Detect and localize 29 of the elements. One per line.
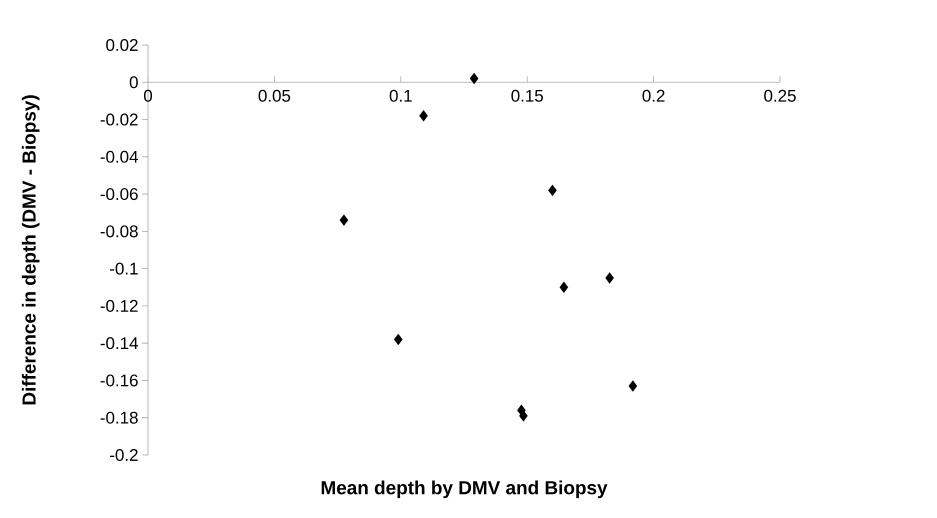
x-tick-label: 0 <box>144 90 152 102</box>
point <box>628 380 638 392</box>
y-tick-label: -0.08 <box>100 225 138 238</box>
y-tick-label: -0.18 <box>100 412 138 424</box>
point <box>394 334 403 346</box>
x-tick-label: 0.1 <box>390 90 412 102</box>
point <box>419 110 428 122</box>
y-axis-title: Difference in depth (DMV - Biopsy) <box>22 95 40 404</box>
y-tick-label: 0 <box>130 76 138 88</box>
y-tick-label: -0.2 <box>110 448 138 461</box>
point <box>560 282 568 293</box>
y-tick-label: -0.04 <box>100 150 138 163</box>
y-tick-label: 0.02 <box>106 38 138 51</box>
y-tick-label: -0.14 <box>100 337 138 350</box>
y-tick-label: -0.12 <box>100 300 138 312</box>
point <box>340 214 348 226</box>
x-tick-label: 0.25 <box>764 90 796 102</box>
point <box>548 184 557 196</box>
point <box>519 410 528 422</box>
y-tick-label: -0.06 <box>100 188 138 200</box>
x-tick-label: 0.15 <box>511 90 543 102</box>
point <box>605 272 614 284</box>
y-tick-label: -0.02 <box>100 114 138 126</box>
x-axis-title: Mean depth by DMV and Biopsy <box>322 480 608 498</box>
y-tick-label: -0.1 <box>110 262 138 275</box>
x-tick-label: 0.05 <box>258 90 290 102</box>
point <box>470 72 478 84</box>
x-tick-label: 0.2 <box>642 90 665 102</box>
y-tick-label: -0.16 <box>100 374 138 386</box>
